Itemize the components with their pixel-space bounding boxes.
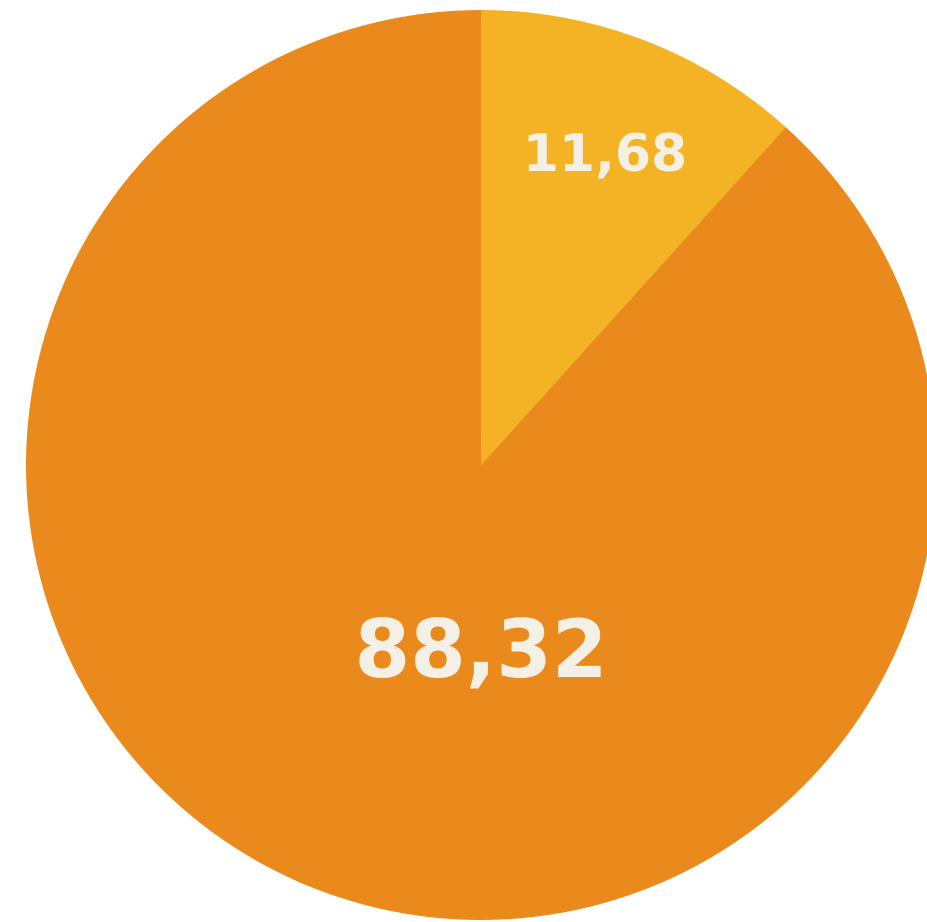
pie-slice (26, 10, 927, 920)
slice-label: 88,32 (354, 603, 607, 696)
slice-label: 11,68 (523, 124, 687, 184)
pie-slice (481, 10, 786, 465)
